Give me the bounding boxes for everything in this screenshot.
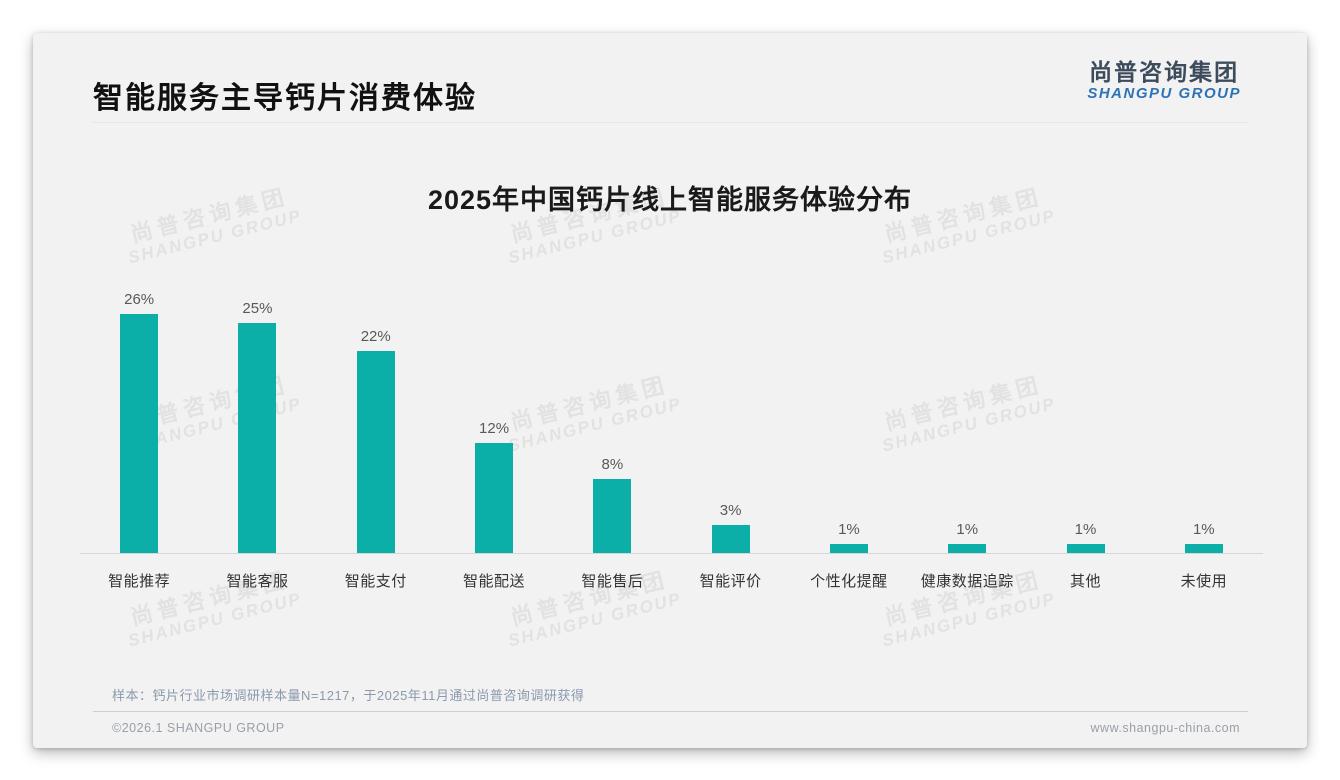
category-label: 个性化提醒: [810, 573, 888, 590]
bar-column: 1%: [908, 277, 1026, 553]
bar-column: 12%: [435, 277, 553, 553]
bar: [593, 479, 632, 553]
bar-column: 22%: [317, 277, 435, 553]
bar-column: 8%: [553, 277, 671, 553]
category-label: 智能售后: [581, 573, 644, 590]
bar: [1066, 544, 1105, 553]
bar: [711, 525, 750, 553]
bar-value-label: 22%: [360, 328, 391, 345]
sample-footnote: 样本：钙片行业市场调研样本量N=1217，于2025年11月通过尚普咨询调研获得: [112, 688, 585, 703]
category-label: 智能推荐: [108, 573, 171, 590]
bar-column: 26%: [80, 277, 198, 553]
bar-value-label: 25%: [242, 300, 273, 317]
logo-cn-text: 尚普咨询集团: [1089, 59, 1240, 85]
bar-value-label: 8%: [601, 456, 624, 473]
bar-value-label: 26%: [124, 291, 155, 308]
category-label: 智能评价: [699, 573, 762, 590]
bar: [356, 351, 395, 553]
copyright-text: ©2026.1 SHANGPU GROUP: [112, 721, 285, 735]
bar: [475, 443, 514, 553]
page-title: 智能服务主导钙片消费体验: [93, 82, 477, 115]
category-label: 其他: [1070, 573, 1102, 590]
header-divider: [93, 122, 1248, 123]
bar-value-label: 1%: [1192, 521, 1215, 538]
bar-column: 1%: [790, 277, 908, 553]
bar-chart: 26% 25% 22% 12% 8% 3% 1% 1% 1% 1%: [80, 277, 1263, 553]
bar: [948, 544, 987, 553]
slide-card: 尚普咨询集团 SHANGPU GROUP 尚普咨询集团 SHANGPU GROUP 尚普…: [33, 33, 1307, 748]
bar-column: 1%: [1026, 277, 1144, 553]
company-logo: 尚普咨询集团 SHANGPU GROUP: [1087, 59, 1241, 103]
category-label: 智能配送: [463, 573, 526, 590]
bar-value-label: 12%: [479, 420, 510, 437]
slide-content: 智能服务主导钙片消费体验 尚普咨询集团 SHANGPU GROUP 2025年中…: [33, 33, 1307, 748]
footer-divider: [93, 711, 1248, 712]
bar: [829, 544, 868, 553]
bar-value-label: 1%: [1074, 521, 1097, 538]
x-axis-line: [80, 553, 1263, 554]
bar-column: 25%: [198, 277, 316, 553]
category-label: 健康数据追踪: [920, 573, 1014, 590]
logo-en-text: SHANGPU GROUP: [1087, 85, 1241, 103]
chart-title: 2025年中国钙片线上智能服务体验分布: [427, 185, 913, 215]
bar: [1184, 544, 1223, 553]
category-axis: 智能推荐 智能客服 智能支付 智能配送 智能售后 智能评价 个性化提醒 健康数据追踪 其他 未使用: [80, 570, 1263, 591]
website-url: www.shangpu-china.com: [1090, 721, 1240, 735]
bar: [238, 323, 277, 553]
bar-value-label: 3%: [719, 502, 742, 519]
bar-value-label: 1%: [838, 521, 860, 538]
bar-column: 1%: [1145, 277, 1263, 553]
category-label: 智能客服: [226, 573, 289, 590]
bar: [120, 314, 159, 553]
category-label: 智能支付: [344, 573, 407, 590]
category-label: 未使用: [1180, 573, 1228, 590]
bar-value-label: 1%: [956, 521, 979, 538]
bar-column: 3%: [671, 277, 789, 553]
